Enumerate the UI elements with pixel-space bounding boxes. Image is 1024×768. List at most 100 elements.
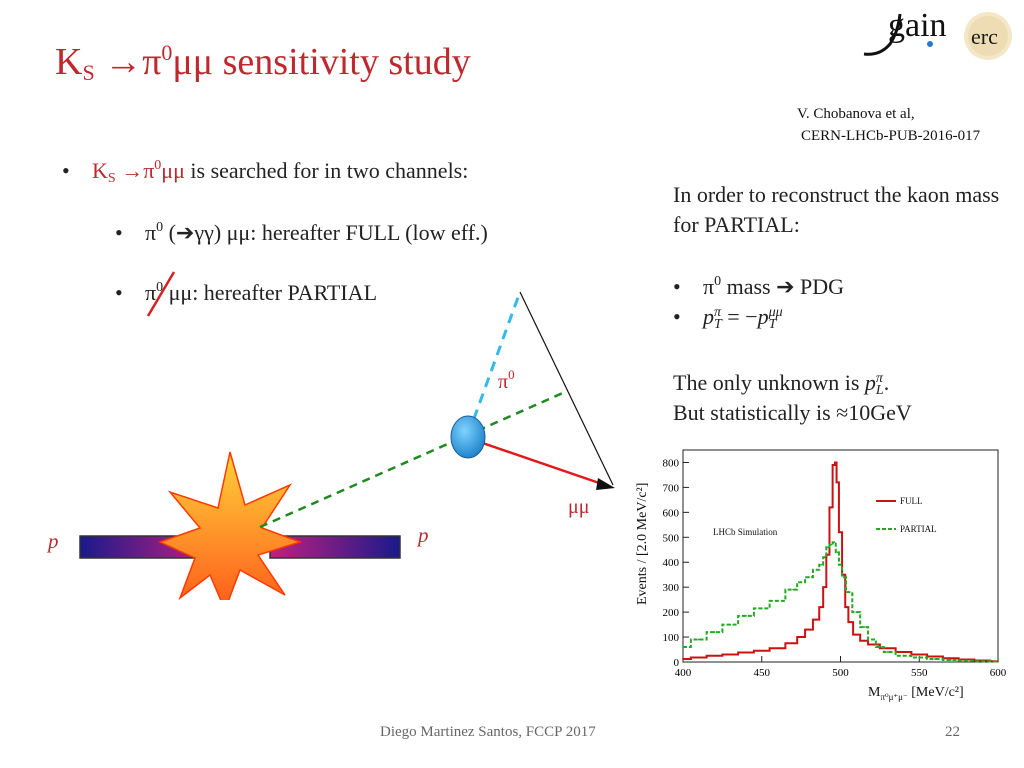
series-full-point [682, 658, 684, 660]
reference-line1: V. Chobanova et al, [797, 106, 915, 122]
bullet-full-channel: • π0 (➔γγ) μμ: hereafter FULL (low eff.) [115, 220, 488, 245]
reconstruct-intro: In order to reconstruct the kaon mass fo… [673, 182, 1000, 237]
pi0-label: π0 [498, 367, 515, 393]
series-full-point [845, 606, 848, 609]
bullet-pi0-mass: • π0 mass ➔ PDG [673, 274, 845, 299]
series-full-point [849, 621, 851, 623]
series-full-point [830, 506, 832, 509]
series-partial-point [808, 576, 810, 579]
series-partial-point [855, 611, 858, 614]
series-full-point [836, 481, 839, 484]
series-partial-point [839, 563, 842, 566]
series-partial-point [729, 623, 732, 626]
series-partial-point [820, 563, 823, 566]
series-partial-point [863, 626, 866, 628]
series-partial-point [918, 656, 921, 659]
series-partial-point [842, 576, 845, 579]
series-full-point [729, 653, 732, 656]
series-full-point [827, 553, 829, 556]
series-full-point [745, 651, 747, 654]
y-tick-label: 100 [663, 632, 680, 644]
series-full-point [934, 655, 936, 658]
series-full-point [815, 618, 818, 621]
series-partial-point [682, 646, 684, 648]
x-tick-label: 550 [911, 667, 928, 679]
kaon-flight-line [259, 390, 566, 529]
y-tick-label: 700 [663, 482, 680, 494]
series-full-point [823, 586, 826, 589]
series-full-point [697, 656, 700, 659]
series-full-point [834, 461, 837, 464]
decay-vertex [450, 415, 486, 459]
strike-mark [146, 271, 176, 317]
series-partial-point [949, 659, 952, 661]
collision-diagram: π0 μμ p p [46, 291, 615, 600]
legend-partial-label: PARTIAL [900, 524, 937, 534]
series-full-point [871, 643, 873, 646]
series-full-point [808, 628, 810, 631]
chart-ylabel: Events / [2.0 MeV/c²] [635, 483, 650, 605]
slide-title: KS →π0μμ sensitivity study [55, 40, 471, 85]
chart-frame [682, 449, 999, 663]
x-tick-label: 600 [990, 667, 1007, 679]
page-number: 22 [945, 724, 960, 740]
series-full-point [800, 636, 803, 638]
series-partial-point [836, 551, 839, 554]
series-partial-point [847, 591, 850, 594]
bullet-partial-channel: • π0 μμ: hereafter PARTIAL [115, 280, 378, 305]
footer-author: Diego Martinez Santos, FCCP 2017 [380, 724, 596, 740]
series-partial-point [823, 556, 826, 559]
y-tick-label: 0 [674, 657, 680, 669]
x-tick-label: 400 [675, 667, 692, 679]
proton-label-left: p [46, 529, 59, 553]
chart-xlabel: Mπ⁰μ⁺μ⁻ [MeV/c²] [868, 685, 964, 702]
series-partial-point [800, 581, 803, 584]
series-partial-point [776, 599, 779, 602]
series-partial-point [760, 607, 763, 610]
series-partial-point [697, 638, 700, 641]
series-full-point [949, 657, 952, 660]
series-partial-point [902, 654, 905, 657]
mumu-label: μμ [568, 496, 589, 518]
chart-annotation: LHCb Simulation [713, 527, 778, 537]
y-tick-label: 300 [663, 582, 680, 594]
series-full-point [842, 573, 845, 576]
series-partial-point [815, 568, 818, 571]
series-full-point [839, 531, 842, 534]
series-full-line [683, 461, 998, 663]
statistical-value: But statistically is ≈10GeV [673, 400, 912, 425]
series-partial-point [713, 631, 716, 633]
series-full-point [820, 606, 823, 609]
reference-line2: CERN-LHCb-PUB-2016-017 [801, 128, 981, 144]
series-full-point [713, 654, 716, 657]
series-partial-line [683, 541, 998, 663]
mumu-arrowhead [596, 478, 615, 490]
series-partial-point [871, 638, 873, 641]
bullet-main: • KS →π0μμ is searched for in two channel… [62, 158, 469, 186]
series-full-point [833, 464, 836, 466]
y-tick-label: 400 [663, 557, 680, 569]
collision-star [157, 451, 303, 600]
series-partial-point [827, 546, 829, 549]
mumu-line [467, 436, 606, 487]
series-partial-point [830, 543, 832, 546]
series-full-point [863, 639, 866, 642]
svg-text:erc: erc [971, 24, 998, 49]
svg-text:gain: gain [888, 7, 947, 44]
series-full-point [776, 647, 779, 650]
series-full-point [902, 651, 905, 653]
series-full-point [760, 649, 763, 652]
y-tick-label: 800 [663, 457, 680, 469]
series-partial-point [792, 588, 795, 591]
series-partial-point [934, 658, 936, 660]
y-tick-label: 500 [663, 532, 680, 544]
gain-erc-logo: gain erc [863, 7, 1012, 60]
proton-label-right: p [416, 523, 429, 547]
legend-full-label: FULL [900, 496, 923, 506]
triangle-line-a [519, 291, 614, 486]
mass-distribution-chart: 0 100 200 300 400 500 600 700 800 400 450 500 550 600… [635, 449, 1007, 702]
series-partial-point [981, 660, 984, 663]
reference: V. Chobanova et al, CERN-LHCb-PUB-2016-0… [797, 103, 980, 147]
bullet-pt-relation: • p π T = −p μμ T [673, 304, 783, 332]
